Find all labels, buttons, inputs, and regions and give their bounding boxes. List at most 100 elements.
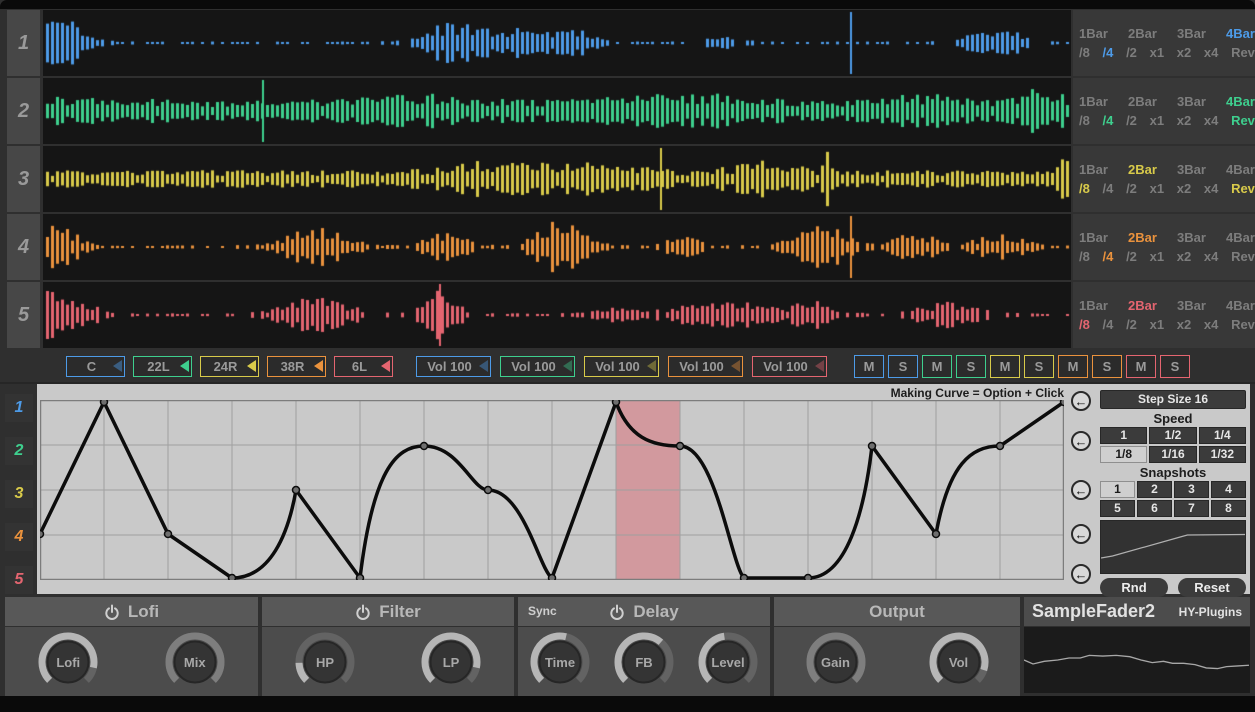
curve-grid[interactable] [35, 397, 1069, 583]
curve-point-handle[interactable] [99, 397, 109, 407]
waveform-canvas[interactable] [43, 214, 1071, 280]
rate-option[interactable]: x1 [1149, 45, 1165, 60]
curve-point-handle[interactable] [675, 441, 685, 451]
rate-option[interactable]: /8 [1079, 181, 1090, 196]
curve-point-handle[interactable] [291, 485, 301, 495]
rate-option[interactable]: x1 [1149, 113, 1165, 128]
track-waveform[interactable] [43, 78, 1071, 144]
power-icon[interactable] [609, 604, 625, 620]
bar-option[interactable]: 4Bar [1226, 26, 1255, 41]
rate-option[interactable]: x1 [1149, 181, 1165, 196]
rate-option[interactable]: /2 [1126, 45, 1137, 60]
rate-option[interactable]: x1 [1149, 317, 1165, 332]
rate-option[interactable]: /8 [1079, 249, 1090, 264]
volume-button[interactable]: Vol 100 [500, 355, 575, 377]
curve-arrow-button-4[interactable]: ← [1071, 524, 1091, 544]
rate-option[interactable]: x1 [1149, 249, 1165, 264]
track-waveform[interactable] [43, 214, 1071, 280]
bar-option[interactable]: 4Bar [1226, 298, 1255, 313]
track-waveform[interactable] [43, 146, 1071, 212]
rate-option[interactable]: /8 [1079, 45, 1090, 60]
volume-button[interactable]: Vol 100 [752, 355, 827, 377]
rate-option[interactable]: x4 [1203, 317, 1219, 332]
knob-level[interactable]: Level [697, 631, 759, 693]
snapshot-button-4[interactable]: 4 [1211, 481, 1246, 498]
curve-point-handle[interactable] [867, 441, 877, 451]
delay-sync-toggle[interactable]: Sync [528, 604, 557, 618]
rate-option[interactable]: /4 [1102, 317, 1114, 332]
curve-point-handle[interactable] [163, 529, 173, 539]
rate-option[interactable]: x2 [1176, 181, 1192, 196]
bar-option[interactable]: 2Bar [1128, 94, 1157, 109]
mute-button[interactable]: M [1058, 354, 1088, 378]
pan-button[interactable]: 38R [267, 355, 326, 377]
curve-point-handle[interactable] [355, 573, 365, 583]
pan-button[interactable]: C [66, 355, 125, 377]
curve-point-handle[interactable] [803, 573, 813, 583]
rate-option[interactable]: /2 [1126, 113, 1137, 128]
curve-point-handle[interactable] [611, 397, 621, 407]
bar-option[interactable]: 2Bar [1128, 162, 1157, 177]
snapshot-button-6[interactable]: 6 [1137, 500, 1172, 517]
solo-button[interactable]: S [1024, 354, 1054, 378]
bar-option[interactable]: 1Bar [1079, 94, 1108, 109]
waveform-canvas[interactable] [43, 146, 1071, 212]
volume-button[interactable]: Vol 100 [584, 355, 659, 377]
speed-option-1[interactable]: 1 [1100, 427, 1148, 444]
solo-button[interactable]: S [956, 354, 986, 378]
speed-option-1-32[interactable]: 1/32 [1198, 446, 1246, 463]
waveform-canvas[interactable] [43, 282, 1071, 348]
reverse-toggle[interactable]: Rev [1231, 317, 1255, 332]
curve-point-handle[interactable] [483, 485, 493, 495]
rate-option[interactable]: x2 [1176, 317, 1192, 332]
bar-option[interactable]: 3Bar [1177, 26, 1206, 41]
curve-point-handle[interactable] [1059, 397, 1069, 407]
knob-time[interactable]: Time [529, 631, 591, 693]
curve-point-handle[interactable] [227, 573, 237, 583]
knob-lofi[interactable]: Lofi [37, 631, 99, 693]
waveform-canvas[interactable] [43, 78, 1071, 144]
reverse-toggle[interactable]: Rev [1231, 181, 1255, 196]
pan-button[interactable]: 22L [133, 355, 192, 377]
waveform-canvas[interactable] [43, 10, 1071, 76]
bar-option[interactable]: 3Bar [1177, 230, 1206, 245]
bar-option[interactable]: 3Bar [1177, 94, 1206, 109]
volume-button[interactable]: Vol 100 [416, 355, 491, 377]
step-size-button[interactable]: Step Size 16 [1100, 390, 1246, 409]
mute-button[interactable]: M [1126, 354, 1156, 378]
random-button[interactable]: Rnd [1100, 578, 1168, 597]
rate-option[interactable]: x4 [1203, 113, 1219, 128]
snapshot-button-7[interactable]: 7 [1174, 500, 1209, 517]
bar-option[interactable]: 3Bar [1177, 162, 1206, 177]
speed-option-1-4[interactable]: 1/4 [1198, 427, 1246, 444]
rate-option[interactable]: /4 [1102, 45, 1114, 60]
snapshot-button-5[interactable]: 5 [1100, 500, 1135, 517]
rate-option[interactable]: /4 [1102, 249, 1114, 264]
reverse-toggle[interactable]: Rev [1231, 45, 1255, 60]
curve-arrow-button-3[interactable]: ← [1071, 480, 1091, 500]
mute-button[interactable]: M [854, 354, 884, 378]
curve-tab-track-2[interactable]: 2 [5, 437, 33, 465]
rate-option[interactable]: /4 [1102, 113, 1114, 128]
rate-option[interactable]: /8 [1079, 113, 1090, 128]
rate-option[interactable]: x4 [1203, 45, 1219, 60]
curve-svg[interactable] [35, 397, 1069, 583]
knob-hp[interactable]: HP [294, 631, 356, 693]
knob-lp[interactable]: LP [420, 631, 482, 693]
snapshot-button-8[interactable]: 8 [1211, 500, 1246, 517]
rate-option[interactable]: /2 [1126, 181, 1137, 196]
power-icon[interactable] [104, 604, 120, 620]
curve-point-handle[interactable] [419, 441, 429, 451]
mute-button[interactable]: M [922, 354, 952, 378]
snapshot-button-1[interactable]: 1 [1100, 481, 1135, 498]
curve-point-handle[interactable] [995, 441, 1005, 451]
rate-option[interactable]: x4 [1203, 249, 1219, 264]
pan-button[interactable]: 6L [334, 355, 393, 377]
rate-option[interactable]: /4 [1102, 181, 1114, 196]
bar-option[interactable]: 2Bar [1128, 26, 1157, 41]
curve-point-handle[interactable] [35, 529, 45, 539]
knob-fb[interactable]: FB [613, 631, 675, 693]
bar-option[interactable]: 1Bar [1079, 162, 1108, 177]
reverse-toggle[interactable]: Rev [1231, 249, 1255, 264]
mute-button[interactable]: M [990, 354, 1020, 378]
